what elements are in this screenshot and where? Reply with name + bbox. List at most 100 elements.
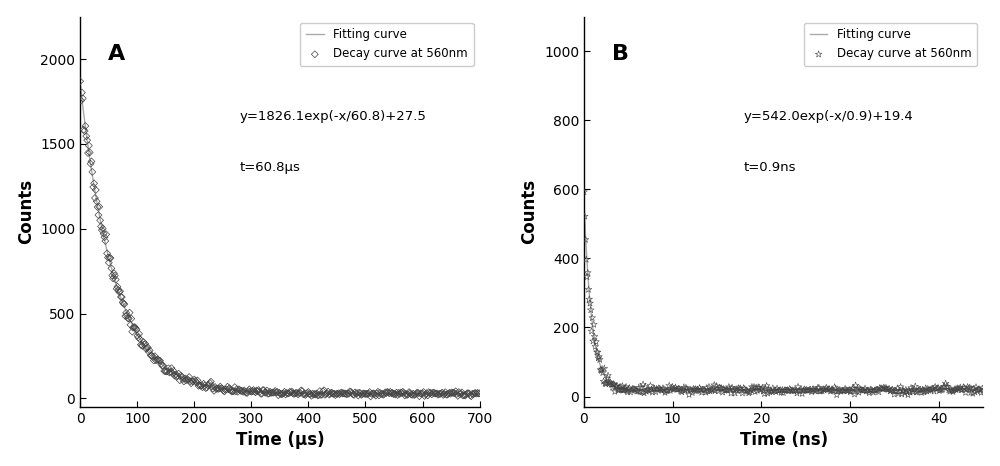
- Decay curve at 560nm: [962, 384, 978, 391]
- Decay curve at 560nm: [175, 375, 191, 383]
- Decay curve at 560nm: [900, 391, 916, 398]
- Decay curve at 560nm: [955, 384, 971, 391]
- Decay curve at 560nm: [863, 386, 879, 394]
- Decay curve at 560nm: [937, 383, 953, 390]
- Decay curve at 560nm: [785, 386, 801, 394]
- Decay curve at 560nm: [721, 383, 737, 391]
- Decay curve at 560nm: [178, 377, 194, 384]
- Decay curve at 560nm: [433, 390, 449, 397]
- Decay curve at 560nm: [400, 391, 416, 398]
- Decay curve at 560nm: [130, 334, 146, 341]
- Decay curve at 560nm: [457, 392, 473, 399]
- Decay curve at 560nm: [726, 386, 742, 393]
- Decay curve at 560nm: [929, 384, 945, 392]
- Decay curve at 560nm: [330, 390, 346, 397]
- Decay curve at 560nm: [812, 388, 828, 395]
- Decay curve at 560nm: [898, 386, 914, 394]
- Decay curve at 560nm: [889, 384, 905, 392]
- Decay curve at 560nm: [238, 389, 254, 397]
- Decay curve at 560nm: [906, 386, 922, 393]
- Decay curve at 560nm: [923, 386, 939, 393]
- Decay curve at 560nm: [827, 384, 843, 391]
- Fitting curve: [462, 391, 474, 397]
- Decay curve at 560nm: [593, 366, 609, 374]
- Decay curve at 560nm: [741, 390, 757, 397]
- Decay curve at 560nm: [365, 390, 381, 397]
- Decay curve at 560nm: [183, 379, 199, 387]
- Decay curve at 560nm: [951, 385, 967, 393]
- Decay curve at 560nm: [150, 356, 166, 363]
- Decay curve at 560nm: [598, 380, 614, 388]
- Fitting curve: [268, 390, 280, 396]
- Decay curve at 560nm: [581, 295, 597, 303]
- Decay curve at 560nm: [335, 390, 351, 397]
- Decay curve at 560nm: [725, 386, 741, 393]
- Decay curve at 560nm: [292, 389, 308, 397]
- Decay curve at 560nm: [340, 390, 356, 397]
- Decay curve at 560nm: [279, 389, 295, 397]
- Decay curve at 560nm: [222, 384, 238, 392]
- Decay curve at 560nm: [116, 301, 132, 308]
- Decay curve at 560nm: [329, 390, 345, 397]
- Decay curve at 560nm: [871, 388, 887, 396]
- Line: Fitting curve: Fitting curve: [80, 84, 480, 394]
- Decay curve at 560nm: [332, 391, 348, 398]
- Decay curve at 560nm: [160, 364, 176, 372]
- Decay curve at 560nm: [974, 385, 990, 392]
- Decay curve at 560nm: [466, 390, 482, 397]
- Decay curve at 560nm: [606, 381, 622, 388]
- Decay curve at 560nm: [366, 390, 382, 397]
- Decay curve at 560nm: [342, 388, 358, 395]
- Decay curve at 560nm: [157, 367, 173, 375]
- Decay curve at 560nm: [714, 384, 730, 392]
- Decay curve at 560nm: [449, 390, 465, 397]
- Decay curve at 560nm: [158, 368, 174, 375]
- Decay curve at 560nm: [679, 385, 695, 393]
- Decay curve at 560nm: [782, 385, 798, 393]
- Decay curve at 560nm: [724, 384, 740, 391]
- Decay curve at 560nm: [74, 89, 90, 96]
- Decay curve at 560nm: [464, 390, 480, 397]
- Decay curve at 560nm: [161, 369, 177, 376]
- Decay curve at 560nm: [677, 386, 693, 394]
- Decay curve at 560nm: [83, 158, 99, 165]
- Decay curve at 560nm: [432, 390, 448, 397]
- Decay curve at 560nm: [441, 389, 457, 397]
- Decay curve at 560nm: [110, 286, 126, 294]
- Decay curve at 560nm: [660, 387, 676, 394]
- Decay curve at 560nm: [149, 356, 165, 363]
- Decay curve at 560nm: [406, 391, 422, 399]
- Decay curve at 560nm: [878, 384, 894, 391]
- Decay curve at 560nm: [639, 386, 655, 394]
- Decay curve at 560nm: [856, 387, 872, 394]
- Decay curve at 560nm: [436, 390, 452, 397]
- Fitting curve: [900, 387, 912, 393]
- Fitting curve: [462, 391, 474, 397]
- Decay curve at 560nm: [828, 385, 844, 393]
- Decay curve at 560nm: [408, 390, 424, 397]
- Decay curve at 560nm: [198, 384, 214, 392]
- Decay curve at 560nm: [381, 390, 397, 397]
- Y-axis label: Counts: Counts: [17, 179, 35, 244]
- Decay curve at 560nm: [118, 309, 134, 316]
- Decay curve at 560nm: [755, 388, 771, 395]
- Decay curve at 560nm: [213, 384, 229, 392]
- Decay curve at 560nm: [932, 386, 948, 394]
- Decay curve at 560nm: [894, 391, 910, 398]
- Decay curve at 560nm: [683, 387, 699, 394]
- Decay curve at 560nm: [428, 390, 444, 397]
- Decay curve at 560nm: [587, 333, 603, 340]
- Decay curve at 560nm: [358, 390, 374, 397]
- Decay curve at 560nm: [209, 385, 225, 392]
- Decay curve at 560nm: [380, 389, 396, 396]
- Decay curve at 560nm: [756, 390, 772, 397]
- Decay curve at 560nm: [266, 389, 282, 396]
- Decay curve at 560nm: [665, 385, 681, 393]
- Decay curve at 560nm: [711, 384, 727, 391]
- Decay curve at 560nm: [336, 390, 352, 397]
- Decay curve at 560nm: [944, 387, 960, 394]
- Legend: Fitting curve, Decay curve at 560nm: Fitting curve, Decay curve at 560nm: [804, 22, 977, 66]
- Fitting curve: [772, 387, 784, 393]
- Decay curve at 560nm: [389, 389, 405, 397]
- Decay curve at 560nm: [467, 389, 483, 397]
